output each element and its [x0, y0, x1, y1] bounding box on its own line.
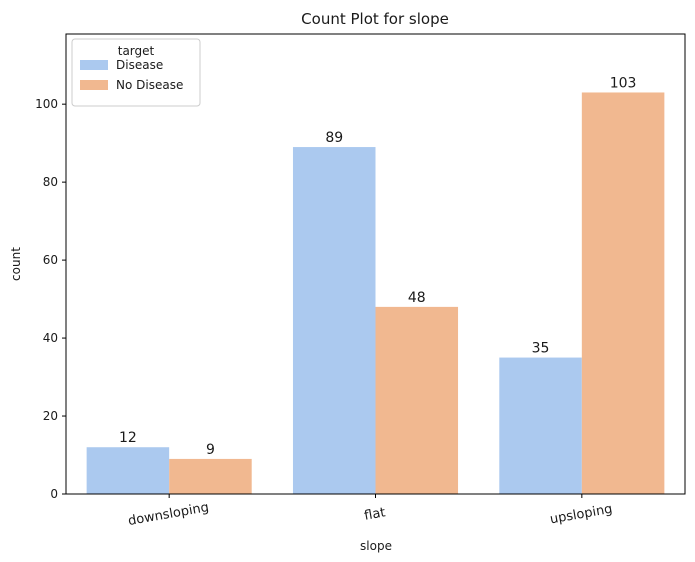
bar-value-label: 12	[119, 430, 137, 446]
x-tick-label: upsloping	[549, 502, 614, 528]
y-tick-label: 80	[43, 175, 58, 189]
bars-layer	[86, 92, 665, 494]
bar-labels-layer: 12 89 35 9 48 103	[119, 75, 636, 457]
x-tick-label: downsloping	[127, 500, 210, 529]
bar-upsloping-disease	[499, 357, 582, 494]
legend-entry: Disease	[116, 58, 163, 72]
bar-value-label: 48	[408, 290, 426, 306]
legend-title: target	[118, 44, 155, 58]
bar-value-label: 103	[610, 75, 637, 91]
x-axis-label: slope	[360, 539, 392, 553]
legend-entry: No Disease	[116, 78, 183, 92]
x-axis: downsloping flat upsloping	[127, 494, 614, 529]
bar-upsloping-no-disease	[581, 92, 665, 494]
bar-flat-disease	[292, 147, 376, 494]
y-axis: 0 20 40 60 80 100	[35, 97, 66, 501]
bar-downsloping-disease	[86, 447, 170, 494]
y-tick-label: 40	[43, 331, 58, 345]
x-tick-label: flat	[363, 505, 387, 523]
y-tick-label: 20	[43, 409, 58, 423]
chart-title: Count Plot for slope	[301, 10, 449, 28]
y-tick-label: 60	[43, 253, 58, 267]
bar-value-label: 35	[532, 341, 550, 357]
plot-frame	[65, 33, 686, 495]
bar-value-label: 9	[206, 442, 215, 458]
y-tick-label: 100	[35, 97, 58, 111]
bar-value-label: 89	[325, 130, 343, 146]
bar-flat-no-disease	[375, 306, 459, 494]
legend-swatch	[80, 80, 108, 90]
legend: target Disease No Disease	[71, 38, 201, 107]
y-tick-label: 0	[50, 487, 58, 501]
bar-downsloping-no-disease	[169, 458, 252, 494]
y-axis-label: count	[9, 247, 23, 281]
legend-swatch	[80, 60, 108, 70]
